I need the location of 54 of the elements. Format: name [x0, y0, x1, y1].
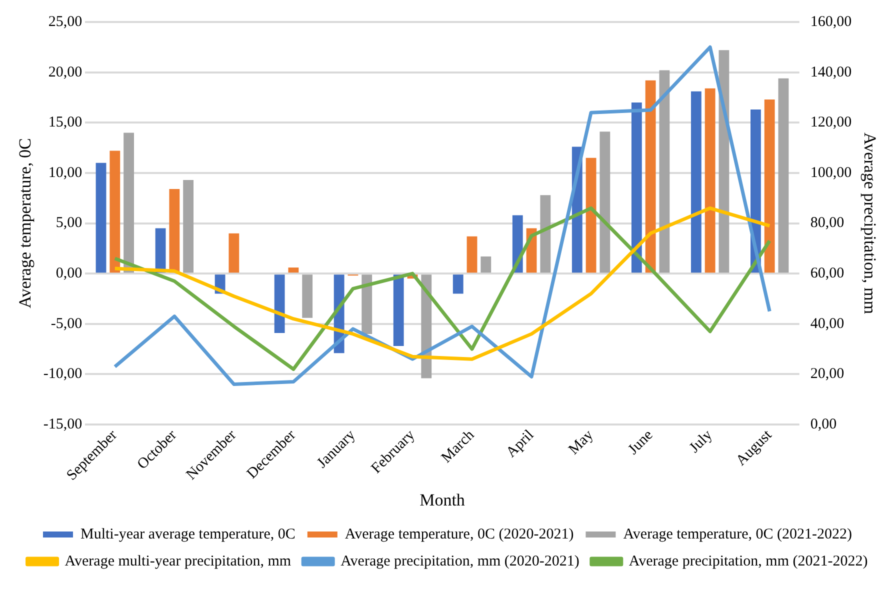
y-tick-label: -10,00 — [43, 366, 82, 382]
bar — [764, 99, 775, 273]
legend-label: Multi-year average temperature, 0C — [80, 526, 296, 542]
y2-tick-label: 0,00 — [810, 416, 837, 432]
bar — [778, 78, 789, 273]
y-tick-label: -15,00 — [43, 416, 82, 432]
y2-tick-label: 100,00 — [810, 164, 852, 181]
y2-tick-label: 40,00 — [810, 316, 844, 332]
y-tick-label: 5,00 — [56, 215, 82, 232]
bar — [274, 274, 285, 333]
legend-label: Average multi-year precipitation, mm — [64, 553, 292, 570]
bar — [228, 233, 240, 273]
bar — [704, 88, 716, 273]
y2-axis-title: Average precipitation, mm — [860, 132, 880, 314]
legend-label: Average temperature, 0C (2020-2021) — [344, 526, 574, 542]
bar — [540, 195, 551, 273]
y2-tick-label: 120,00 — [810, 114, 852, 131]
bar — [480, 256, 492, 273]
bar — [600, 132, 610, 273]
y-tick-label: -5,00 — [50, 316, 82, 332]
y-axis-title: Average temperature, 0C — [16, 138, 35, 308]
bar — [690, 91, 702, 273]
bar — [110, 150, 120, 273]
y-tick-label: 15,00 — [48, 114, 82, 131]
y2-tick-label: 20,00 — [810, 366, 844, 382]
y2-tick-label: 140,00 — [810, 64, 852, 80]
bar — [96, 162, 106, 273]
bar — [645, 80, 656, 273]
bar — [466, 236, 478, 273]
bar — [183, 180, 194, 273]
legend-label: Average precipitation, mm (2020-2021) — [340, 553, 580, 570]
bar — [362, 274, 372, 334]
legend-label: Average precipitation, mm (2021-2022) — [628, 553, 868, 570]
bar — [659, 70, 670, 273]
y-tick-label: 10,00 — [48, 164, 82, 181]
bar — [452, 274, 464, 294]
y2-tick-label: 60,00 — [810, 266, 844, 282]
x-tick-label: July — [686, 426, 716, 456]
x-tick-label: June — [625, 426, 656, 458]
y-tick-label: 25,00 — [48, 14, 82, 30]
bar — [288, 268, 299, 273]
x-axis-title: Month — [420, 490, 466, 510]
y-tick-label: 20,00 — [48, 64, 82, 80]
x-tick-label: May — [566, 426, 598, 458]
bar — [393, 274, 404, 346]
y-tick-label: 0,00 — [56, 266, 82, 282]
legend-label: Average temperature, 0C (2021-2022) — [623, 526, 852, 542]
bar — [631, 102, 642, 273]
y2-tick-label: 80,00 — [810, 215, 844, 232]
y2-tick-label: 160,00 — [810, 14, 852, 30]
bar — [124, 132, 134, 273]
bar — [169, 189, 180, 273]
bar — [302, 274, 313, 318]
bar — [586, 158, 596, 273]
